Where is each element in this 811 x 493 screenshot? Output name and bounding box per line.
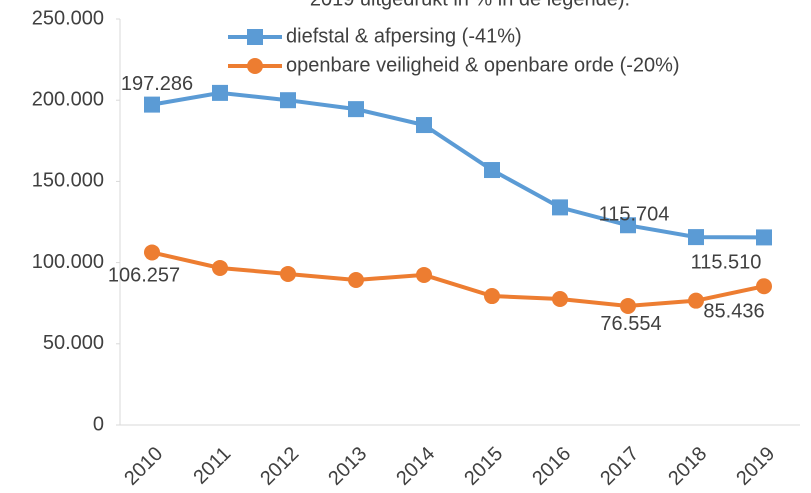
- data-label: 197.286: [121, 73, 193, 95]
- marker: [212, 84, 228, 101]
- x-tick-label: 2015: [460, 443, 507, 490]
- marker: [620, 217, 636, 234]
- marker: [247, 29, 263, 45]
- marker: [280, 265, 296, 282]
- x-tick-label: 2011: [189, 443, 235, 489]
- marker: [212, 259, 228, 276]
- x-tick-label: 2010: [120, 443, 167, 490]
- series-line: [151, 90, 765, 240]
- marker: [247, 58, 263, 74]
- x-tick-label: 2019: [732, 443, 779, 490]
- data-label: 115.704: [599, 203, 670, 225]
- marker: [144, 96, 160, 113]
- legend-label: openbare veiligheid & openbare orde (-20…: [286, 54, 680, 76]
- marker: [280, 92, 296, 109]
- x-tick-label: 2014: [392, 443, 439, 490]
- marker: [552, 199, 568, 216]
- x-tick-label: 2012: [256, 443, 303, 490]
- data-label: 85.436: [703, 301, 764, 323]
- y-tick-label: 150.000: [32, 170, 104, 192]
- y-tick-label: 0: [93, 413, 104, 435]
- legend-label: diefstal & afpersing (-41%): [286, 25, 522, 47]
- y-tick-label: 50.000: [43, 332, 104, 354]
- data-label: 115.510: [691, 252, 762, 274]
- marker: [620, 297, 636, 314]
- marker: [416, 266, 432, 283]
- data-label: 106.257: [108, 265, 180, 287]
- x-tick-label: 2016: [528, 443, 575, 490]
- x-tick-label: 2018: [664, 443, 711, 490]
- marker: [688, 292, 704, 309]
- x-tick-label: 2013: [324, 443, 371, 490]
- marker: [484, 162, 500, 179]
- marker: [756, 229, 772, 246]
- marker: [416, 117, 432, 134]
- marker: [348, 271, 364, 288]
- x-tick-label: 2017: [596, 443, 643, 490]
- data-label: 76.554: [600, 313, 661, 335]
- series-line: [151, 250, 765, 308]
- y-tick-label: 100.000: [32, 251, 104, 273]
- chart-title: 2019 uitgedrukt in % in de legende).: [310, 0, 630, 10]
- y-tick-label: 250.000: [32, 7, 104, 29]
- marker: [688, 229, 704, 246]
- y-tick-label: 200.000: [32, 88, 104, 110]
- marker: [348, 101, 364, 118]
- marker: [552, 290, 568, 307]
- marker: [144, 244, 160, 261]
- marker: [484, 288, 500, 305]
- marker: [756, 278, 772, 295]
